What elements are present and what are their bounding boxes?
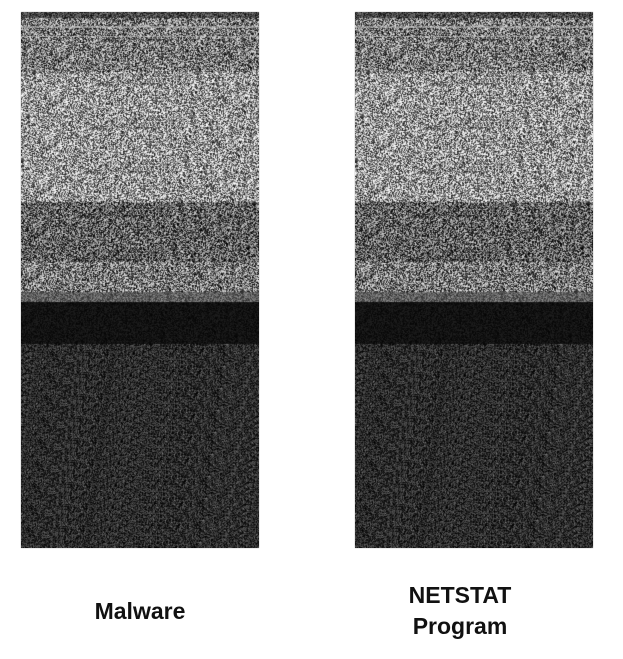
- netstat-texture-canvas: [355, 12, 593, 548]
- netstat-caption: NETSTAT Program: [330, 580, 590, 642]
- malware-label: Malware: [94, 598, 186, 624]
- netstat-label-line1: NETSTAT: [408, 582, 512, 608]
- netstat-binary-image: [355, 12, 593, 548]
- malware-caption: Malware: [10, 596, 270, 627]
- malware-texture-canvas: [21, 12, 259, 548]
- malware-binary-image: [21, 12, 259, 548]
- netstat-label-line2: Program: [412, 613, 508, 639]
